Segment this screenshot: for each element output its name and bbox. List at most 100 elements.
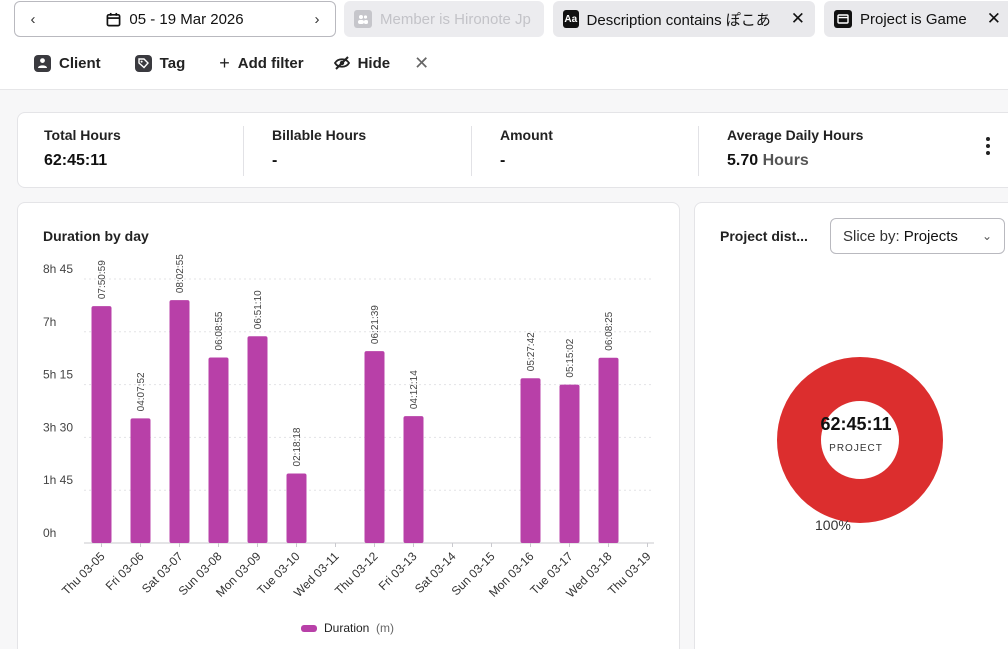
- y-tick-label: 7h: [43, 315, 56, 329]
- prev-period-button[interactable]: ‹: [30, 10, 36, 28]
- bar-data-label: 08:02:55: [175, 254, 186, 293]
- average-daily-hours-number: 5.70: [727, 152, 759, 169]
- divider: [243, 126, 244, 176]
- project-distribution-title: Project dist...: [720, 228, 808, 244]
- divider: [471, 126, 472, 176]
- total-hours-value: 62:45:11: [44, 152, 108, 169]
- description-filter-chip[interactable]: Aa Description contains ぽこあ ✕: [553, 1, 815, 37]
- date-range-display[interactable]: 05 - 19 Mar 2026: [51, 11, 299, 28]
- average-daily-hours-unit: Hours: [762, 152, 809, 169]
- billable-hours-label: Billable Hours: [272, 127, 367, 143]
- y-tick-label: 3h 30: [43, 420, 73, 434]
- bar[interactable]: [208, 357, 229, 543]
- y-tick-label: 8h 45: [43, 262, 73, 276]
- calendar-icon: [106, 12, 121, 26]
- duration-chart-card: Duration by day 0h 1h 45 3h 30 5h 15 7h 8h 45…: [17, 202, 680, 649]
- x-tick-label: Thu 03-19: [605, 549, 654, 598]
- x-tick-label: Thu 03-12: [332, 549, 381, 598]
- user-icon: [354, 10, 372, 28]
- bar-data-label: 04:07:52: [136, 372, 147, 411]
- duration-bar-chart: 0h 1h 45 3h 30 5h 15 7h 8h 45 07:50:59 Thu 03-0…: [43, 254, 654, 635]
- average-daily-hours-stat: Average Daily Hours 5.70 Hours: [727, 127, 863, 170]
- remove-description-filter-icon[interactable]: ✕: [790, 9, 805, 28]
- donut-center: 62:45:11 PROJECT: [781, 359, 931, 454]
- folder-icon: [834, 10, 852, 28]
- legend-swatch[interactable]: [301, 625, 317, 632]
- billable-hours-stat: Billable Hours -: [272, 127, 366, 170]
- legend-unit: (m): [376, 621, 394, 635]
- hide-label: Hide: [357, 54, 391, 72]
- divider: [698, 126, 699, 176]
- bar[interactable]: [403, 416, 424, 543]
- filter-actions: Client Tag + Add filter Hide ✕: [22, 47, 441, 79]
- eye-off-icon: [333, 56, 350, 70]
- slice-by-prefix: Slice by:: [843, 227, 900, 245]
- plus-icon: +: [219, 52, 230, 73]
- text-icon: Aa: [563, 10, 579, 28]
- member-filter-chip[interactable]: Member is Hironote Jp: [344, 1, 544, 37]
- bar[interactable]: [559, 384, 580, 543]
- project-distribution-card: Project dist... Slice by: Projects ⌄ 62:…: [694, 202, 1008, 649]
- remove-project-filter-icon[interactable]: ✕: [986, 9, 1001, 28]
- tag-icon: [134, 54, 152, 72]
- y-tick-label: 5h 15: [43, 368, 73, 382]
- summary-card: Total Hours 62:45:11 Billable Hours - Am…: [17, 112, 1008, 188]
- bar[interactable]: [130, 418, 151, 543]
- member-filter-label: Member is Hironote Jp: [380, 10, 531, 28]
- client-label: Client: [59, 54, 101, 72]
- average-daily-hours-label: Average Daily Hours: [727, 127, 864, 143]
- x-tick-label: Thu 03-05: [59, 549, 108, 598]
- project-filter-label: Project is Game: [860, 10, 967, 28]
- filter-bar: ‹ 05 - 19 Mar 2026 › Member is Hironote …: [0, 0, 1008, 90]
- donut-center-label: PROJECT: [829, 443, 883, 454]
- donut-total: 62:45:11: [820, 414, 892, 434]
- project-donut-chart: [777, 357, 943, 523]
- legend-label: Duration: [324, 621, 369, 635]
- bar[interactable]: [598, 357, 619, 543]
- chart-title: Duration by day: [43, 228, 149, 244]
- client-filter-button[interactable]: Client: [22, 47, 113, 79]
- date-range-text: 05 - 19 Mar 2026: [129, 10, 244, 28]
- add-filter-button[interactable]: + Add filter: [207, 47, 315, 79]
- bar-data-label: 06:21:39: [370, 305, 381, 344]
- total-hours-stat: Total Hours 62:45:11: [44, 127, 121, 170]
- slice-by-select[interactable]: Slice by: Projects ⌄: [830, 218, 1005, 254]
- chevron-down-icon: ⌄: [981, 229, 992, 243]
- y-tick-label: 0h: [43, 526, 56, 540]
- y-tick-label: 1h 45: [43, 473, 73, 487]
- billable-hours-value: -: [272, 152, 278, 169]
- bar-data-label: 05:27:42: [526, 332, 537, 371]
- bar[interactable]: [169, 300, 190, 543]
- clear-filters-icon[interactable]: ✕: [414, 52, 430, 73]
- bar[interactable]: [91, 306, 112, 543]
- amount-value: -: [500, 152, 506, 169]
- date-range-picker[interactable]: ‹ 05 - 19 Mar 2026 ›: [14, 1, 336, 37]
- client-icon: [34, 54, 51, 72]
- bar-data-label: 07:50:59: [97, 260, 108, 299]
- next-period-button[interactable]: ›: [314, 10, 320, 28]
- bar-data-label: 04:12:14: [409, 370, 420, 409]
- donut-percent-label: 100%: [815, 517, 851, 533]
- total-hours-label: Total Hours: [44, 127, 121, 143]
- donut-ring[interactable]: [777, 357, 943, 523]
- more-options-icon[interactable]: [980, 135, 996, 157]
- tag-filter-button[interactable]: Tag: [123, 47, 198, 79]
- bar-data-label: 06:51:10: [253, 290, 264, 329]
- bar[interactable]: [286, 473, 307, 543]
- bar[interactable]: [247, 336, 268, 543]
- average-daily-hours-value: 5.70 Hours: [727, 152, 863, 170]
- tag-label: Tag: [159, 54, 186, 72]
- bar-data-label: 05:15:02: [565, 338, 576, 377]
- bar-data-label: 02:18:18: [292, 427, 303, 466]
- hide-filters-button[interactable]: Hide: [322, 47, 403, 79]
- description-filter-label: Description contains ぽこあ: [586, 11, 771, 29]
- slice-by-value: Projects: [903, 227, 958, 245]
- amount-stat: Amount -: [500, 127, 553, 170]
- add-filter-label: Add filter: [237, 54, 304, 72]
- bar-data-label: 06:08:25: [604, 311, 615, 350]
- bar[interactable]: [520, 378, 541, 543]
- bar-data-label: 06:08:55: [214, 311, 225, 350]
- bar[interactable]: [364, 351, 385, 543]
- amount-label: Amount: [500, 127, 553, 143]
- project-filter-chip[interactable]: Project is Game ✕: [824, 1, 1008, 37]
